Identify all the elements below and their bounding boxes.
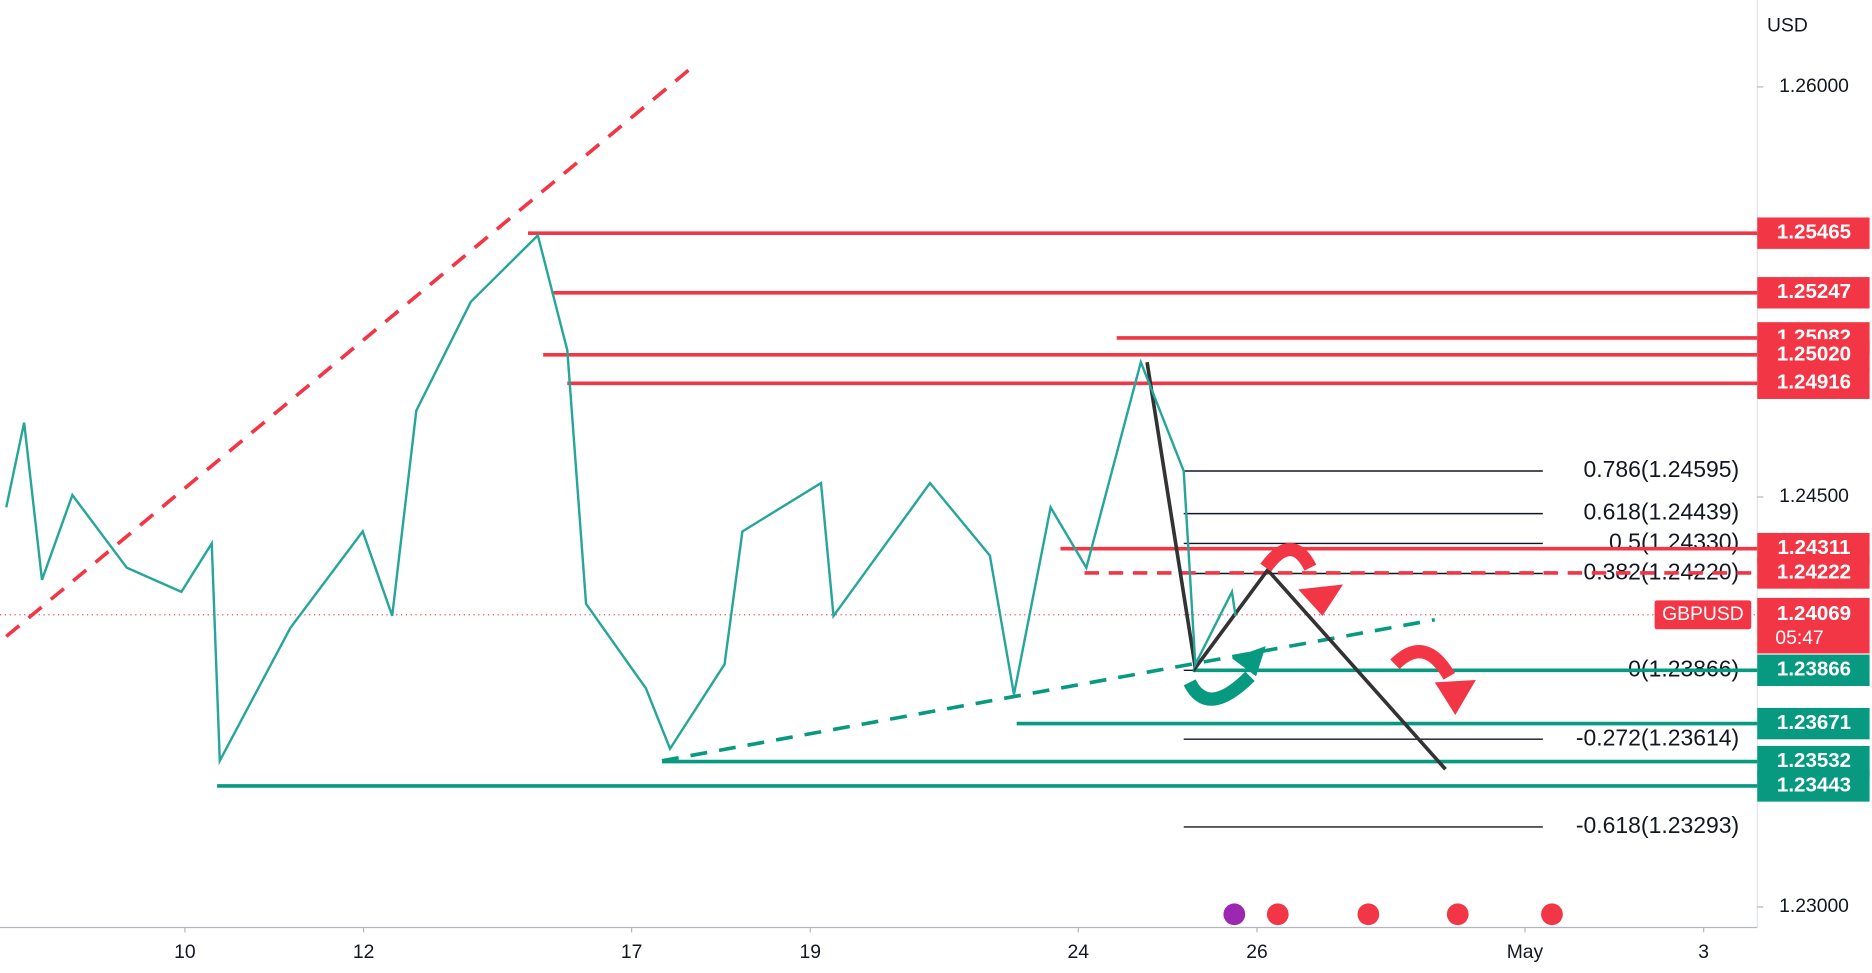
level-badge <box>1757 654 1870 687</box>
x-tick-label: 24 <box>1068 942 1090 963</box>
x-tick-label: 12 <box>353 942 374 963</box>
x-tick-label: May <box>1507 942 1544 963</box>
event-icon <box>1357 903 1380 926</box>
fib-label: 0.5(1.24330) <box>1609 529 1739 555</box>
level-badge <box>1757 217 1870 249</box>
level-label: 1.23671 <box>1777 711 1851 734</box>
trend-drawing <box>661 617 1436 763</box>
red-curve-arrow <box>1260 543 1317 572</box>
level-label: 1.24916 <box>1777 371 1851 394</box>
level-badge <box>1757 367 1870 399</box>
green-arrow-head <box>1231 646 1266 677</box>
level-label: 1.23866 <box>1777 658 1851 681</box>
trend-drawing <box>1145 361 1447 771</box>
level-label: 1.25020 <box>1777 342 1851 365</box>
x-tick-label: 10 <box>174 942 195 963</box>
y-tick-label: 1.26000 <box>1779 76 1849 97</box>
level-label: 1.25247 <box>1777 280 1851 303</box>
level-badge <box>1757 557 1870 589</box>
y-tick-label: 1.23000 <box>1779 896 1849 917</box>
plot: 0.786(1.24595) 0.618(1.24439) 0.5(1.24330)… <box>0 68 1764 933</box>
red-arrow-head <box>1434 679 1476 715</box>
event-icon <box>1541 903 1563 926</box>
green-curve-arrow <box>1183 671 1255 706</box>
level-badge <box>1757 707 1870 740</box>
x-tick-label: 3 <box>1698 942 1709 963</box>
level-label: 1.24311 <box>1778 536 1851 559</box>
event-icon <box>1266 903 1289 926</box>
current-price-label: 1.24069 <box>1777 602 1851 625</box>
x-tick-label: 17 <box>621 942 642 963</box>
symbol-badge <box>1654 600 1752 630</box>
trend-drawing <box>5 68 690 638</box>
level-badge <box>1757 770 1870 802</box>
event-icon <box>1446 903 1469 926</box>
y-tick-label: 1.24500 <box>1779 486 1849 507</box>
fib-label: 0(1.23866) <box>1628 655 1739 681</box>
countdown: 05:47 <box>1775 628 1823 649</box>
price-line <box>5 233 1237 766</box>
level-label: 1.24222 <box>1777 560 1851 583</box>
level-label: 1.25465 <box>1777 221 1851 244</box>
level-label: 1.23532 <box>1777 749 1851 772</box>
red-arrow-head <box>1298 584 1344 616</box>
event-icon <box>1223 903 1246 926</box>
level-label: 1.23443 <box>1777 773 1851 796</box>
x-tick-label: 19 <box>800 942 821 963</box>
x-tick-label: 26 <box>1246 942 1267 963</box>
currency: USD <box>1767 16 1808 37</box>
level-badge <box>1757 277 1870 309</box>
event-icons <box>1223 903 1563 926</box>
fib-label: -0.272(1.23614) <box>1576 724 1739 750</box>
red-curve-arrow <box>1390 645 1456 680</box>
price-badge <box>1757 597 1870 654</box>
symbol-label: GBPUSD <box>1662 604 1744 625</box>
level-badge <box>1757 339 1870 371</box>
fib-label: 0.618(1.24439) <box>1584 499 1740 525</box>
fib-label: -0.618(1.23293) <box>1576 812 1739 838</box>
fib-label: 0.786(1.24595) <box>1584 456 1740 482</box>
arrows <box>1183 543 1476 715</box>
